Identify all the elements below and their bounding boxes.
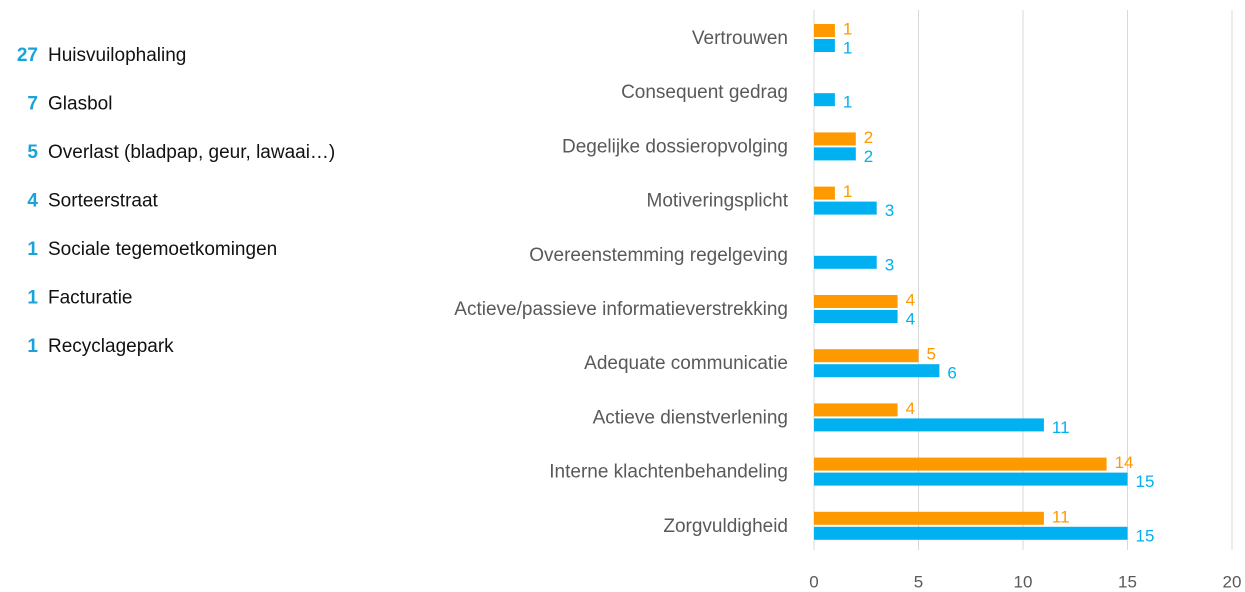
data-label: 15 (1136, 526, 1155, 545)
bar (814, 472, 1128, 486)
bar (814, 186, 835, 200)
list-label: Glasbol (48, 94, 112, 115)
bar (814, 457, 1107, 471)
data-label: 1 (843, 19, 852, 38)
y-tick-label: Consequent gedrag (621, 82, 788, 103)
data-label: 11 (1052, 507, 1070, 526)
data-label: 14 (1115, 453, 1134, 472)
bar (814, 201, 877, 215)
y-tick-label: Interne klachtenbehandeling (549, 462, 788, 483)
list-label: Sorteerstraat (48, 191, 159, 212)
list-count: 7 (27, 94, 38, 115)
data-label: 2 (864, 147, 873, 166)
bar (814, 364, 940, 378)
list-count: 1 (27, 336, 38, 357)
y-tick-label: Zorgvuldigheid (663, 516, 788, 537)
x-tick-label: 15 (1118, 572, 1137, 591)
list-count: 1 (27, 288, 38, 309)
data-label: 11 (1052, 418, 1070, 437)
list-label: Sociale tegemoetkomingen (48, 239, 277, 260)
list-count: 1 (27, 239, 38, 260)
x-tick-label: 20 (1223, 572, 1242, 591)
y-tick-label: Vertrouwen (692, 28, 788, 49)
x-tick-label: 10 (1014, 572, 1033, 591)
data-label: 6 (947, 364, 956, 383)
bar (814, 511, 1044, 525)
bar (814, 39, 835, 52)
bar (814, 526, 1128, 540)
data-label: 2 (864, 128, 873, 147)
bar (814, 403, 898, 417)
data-label: 1 (843, 182, 852, 201)
data-label: 4 (906, 309, 915, 328)
x-tick-label: 5 (914, 572, 923, 591)
bar (814, 24, 835, 37)
list-label: Huisvuilophaling (48, 45, 186, 66)
y-tick-label: Motiveringsplicht (647, 191, 789, 212)
data-label: 3 (885, 255, 894, 274)
x-tick-label: 0 (809, 572, 818, 591)
bar (814, 93, 835, 107)
list-count: 5 (27, 142, 38, 163)
y-tick-label: Degelijke dossieropvolging (562, 136, 788, 157)
bar (814, 349, 919, 363)
data-label: 15 (1136, 472, 1155, 491)
list-count: 4 (27, 191, 38, 212)
data-label: 4 (906, 399, 915, 418)
list-label: Facturatie (48, 288, 132, 309)
y-tick-label: Actieve dienstverlening (593, 407, 788, 428)
y-tick-label: Overeenstemming regelgeving (529, 245, 788, 266)
list-label: Overlast (bladpap, geur, lawaai…) (48, 142, 335, 163)
data-label: 5 (927, 345, 936, 364)
list-count: 27 (17, 45, 38, 66)
y-tick-label: Actieve/passieve informatieverstrekking (454, 299, 788, 320)
data-label: 1 (843, 38, 852, 57)
bar (814, 255, 877, 269)
data-label: 3 (885, 201, 894, 220)
bar (814, 310, 898, 323)
bar (814, 418, 1044, 432)
bar (814, 132, 856, 146)
data-label: 4 (906, 290, 915, 309)
list-label: Recyclagepark (48, 336, 174, 357)
data-label: 1 (843, 93, 852, 112)
bar (814, 147, 856, 161)
y-tick-label: Adequate communicatie (584, 353, 788, 374)
bar (814, 295, 898, 308)
